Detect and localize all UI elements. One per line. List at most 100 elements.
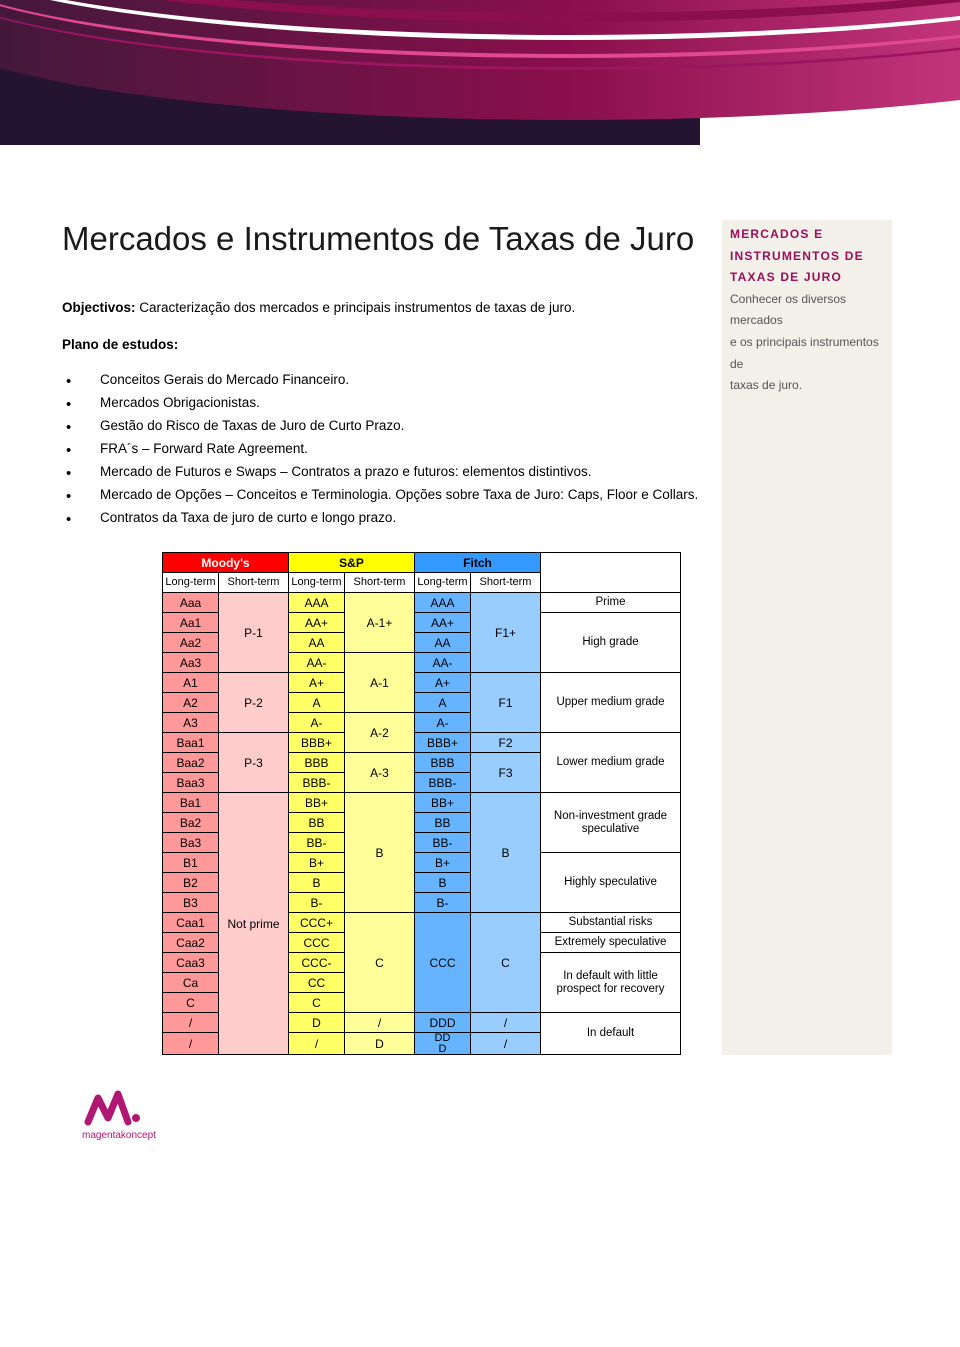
moody-long-cell: Baa3 <box>163 773 219 793</box>
rating-description-cell: Prime <box>541 593 681 613</box>
sp-short-cell: A-3 <box>345 753 415 793</box>
page-title: Mercados e Instrumentos de Taxas de Juro <box>62 220 702 258</box>
sidebar-heading-line: MERCADOS E <box>730 227 823 241</box>
sidebar-heading-line: INSTRUMENTOS DE <box>730 249 864 263</box>
sidebar-body-line: Conhecer os diversos mercados <box>730 292 846 328</box>
sp-long-cell: AA- <box>289 653 345 673</box>
moody-long-cell: B3 <box>163 893 219 913</box>
fitch-short-cell: C <box>471 913 541 1013</box>
sp-long-cell: A- <box>289 713 345 733</box>
rating-description-cell: High grade <box>541 613 681 673</box>
term-header: Short-term <box>219 573 289 593</box>
fitch-long-cell: AAA <box>415 593 471 613</box>
fitch-long-cell: BB+ <box>415 793 471 813</box>
moody-short-cell: P-3 <box>219 733 289 793</box>
list-item: FRA´s – Forward Rate Agreement. <box>66 439 702 460</box>
list-item: Mercado de Opções – Conceitos e Terminol… <box>66 485 702 506</box>
sp-long-cell: / <box>289 1033 345 1055</box>
fitch-long-cell: DDD <box>415 1033 471 1055</box>
fitch-long-cell: AA- <box>415 653 471 673</box>
moody-long-cell: / <box>163 1033 219 1055</box>
moody-short-cell: P-2 <box>219 673 289 733</box>
rating-description-cell: In default <box>541 1013 681 1055</box>
rating-description-cell: Lower medium grade <box>541 733 681 793</box>
moody-long-cell: Caa2 <box>163 933 219 953</box>
fitch-long-cell: B <box>415 873 471 893</box>
sp-short-cell: C <box>345 913 415 1013</box>
sidebar-heading-line: TAXAS DE JURO <box>730 270 842 284</box>
moody-long-cell: Aa2 <box>163 633 219 653</box>
list-item: Contratos da Taxa de juro de curto e lon… <box>66 508 702 529</box>
header-banner <box>0 0 960 190</box>
fitch-long-cell: A- <box>415 713 471 733</box>
moody-long-cell: Baa1 <box>163 733 219 753</box>
moody-long-cell: Ca <box>163 973 219 993</box>
fitch-long-cell: AA <box>415 633 471 653</box>
fitch-long-cell: BBB- <box>415 773 471 793</box>
agency-header: Fitch <box>415 553 541 573</box>
fitch-long-cell: BB- <box>415 833 471 853</box>
agency-header: S&P <box>289 553 415 573</box>
sp-long-cell: BBB <box>289 753 345 773</box>
fitch-short-cell: F2 <box>471 733 541 753</box>
sp-long-cell: C <box>289 993 345 1013</box>
fitch-short-cell: F1 <box>471 673 541 733</box>
sp-short-cell: A-1 <box>345 653 415 713</box>
list-item: Gestão do Risco de Taxas de Juro de Curt… <box>66 416 702 437</box>
moody-long-cell: B2 <box>163 873 219 893</box>
rating-description-cell: In default with little prospect for reco… <box>541 953 681 1013</box>
logo-text: magentakoncept <box>82 1130 156 1141</box>
fitch-long-cell: BBB <box>415 753 471 773</box>
sidebar-body-line: taxas de juro. <box>730 378 802 392</box>
sp-short-cell: D <box>345 1033 415 1055</box>
list-item: Conceitos Gerais do Mercado Financeiro. <box>66 370 702 391</box>
logo-icon: magentakoncept <box>80 1088 172 1144</box>
sp-long-cell: CCC- <box>289 953 345 973</box>
moody-long-cell: A2 <box>163 693 219 713</box>
fitch-long-cell: CCC <box>415 913 471 1013</box>
moody-long-cell: Ba3 <box>163 833 219 853</box>
sp-long-cell: BB+ <box>289 793 345 813</box>
sp-long-cell: BB- <box>289 833 345 853</box>
moody-long-cell: C <box>163 993 219 1013</box>
rating-description-cell: Extremely speculative <box>541 933 681 953</box>
fitch-long-cell: BBB+ <box>415 733 471 753</box>
fitch-long-cell: A <box>415 693 471 713</box>
fitch-long-cell: DDD <box>415 1013 471 1033</box>
list-item: Mercado de Futuros e Swaps – Contratos a… <box>66 462 702 483</box>
moody-long-cell: Aa1 <box>163 613 219 633</box>
sidebar: MERCADOS E INSTRUMENTOS DE TAXAS DE JURO… <box>722 220 892 1055</box>
fitch-short-cell: / <box>471 1013 541 1033</box>
sp-long-cell: CCC <box>289 933 345 953</box>
moody-long-cell: Aaa <box>163 593 219 613</box>
desc-header-blank <box>541 553 681 593</box>
moody-short-cell: Not prime <box>219 793 289 1055</box>
moody-long-cell: / <box>163 1013 219 1033</box>
sidebar-heading: MERCADOS E INSTRUMENTOS DE TAXAS DE JURO <box>730 224 884 289</box>
sp-short-cell: / <box>345 1013 415 1033</box>
sp-long-cell: A <box>289 693 345 713</box>
moody-long-cell: Caa3 <box>163 953 219 973</box>
sp-short-cell: B <box>345 793 415 913</box>
rating-description-cell: Highly speculative <box>541 853 681 913</box>
plano-label: Plano de estudos: <box>62 337 702 352</box>
fitch-long-cell: BB <box>415 813 471 833</box>
fitch-long-cell: B- <box>415 893 471 913</box>
sidebar-body-line: e os principais instrumentos de <box>730 335 879 371</box>
moody-long-cell: Baa2 <box>163 753 219 773</box>
sp-long-cell: B <box>289 873 345 893</box>
sp-long-cell: CCC+ <box>289 913 345 933</box>
moody-long-cell: Ba1 <box>163 793 219 813</box>
sp-long-cell: BBB- <box>289 773 345 793</box>
rating-description-cell: Substantial risks <box>541 913 681 933</box>
term-header: Long-term <box>415 573 471 593</box>
brand-logo: magentakoncept <box>80 1088 172 1149</box>
objectives-text: Caracterização dos mercados e principais… <box>136 300 576 315</box>
credit-ratings-table: Moody'sS&PFitchLong-termShort-termLong-t… <box>162 552 681 1055</box>
sp-long-cell: AA+ <box>289 613 345 633</box>
moody-long-cell: B1 <box>163 853 219 873</box>
fitch-long-cell: AA+ <box>415 613 471 633</box>
fitch-short-cell: B <box>471 793 541 913</box>
sp-long-cell: BB <box>289 813 345 833</box>
sp-long-cell: A+ <box>289 673 345 693</box>
